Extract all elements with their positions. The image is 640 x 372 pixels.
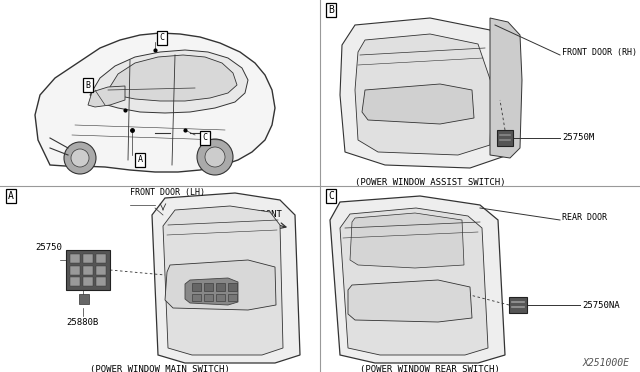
- Bar: [204, 283, 213, 291]
- Polygon shape: [108, 55, 237, 101]
- Bar: [216, 283, 225, 291]
- Bar: [96, 254, 106, 263]
- Text: 25750NA: 25750NA: [582, 301, 620, 310]
- Text: B: B: [86, 80, 90, 90]
- Polygon shape: [35, 33, 275, 172]
- Text: FRONT DOOR (RH): FRONT DOOR (RH): [562, 48, 637, 58]
- Text: REAR DOOR: REAR DOOR: [562, 214, 607, 222]
- Text: X251000E: X251000E: [583, 358, 630, 368]
- Bar: [83, 254, 93, 263]
- Polygon shape: [509, 297, 527, 313]
- Bar: [96, 266, 106, 275]
- Bar: [70, 254, 80, 263]
- Bar: [228, 283, 237, 291]
- Text: C: C: [159, 33, 164, 42]
- Bar: [79, 294, 89, 304]
- Text: A: A: [138, 155, 143, 164]
- Bar: [204, 294, 213, 301]
- Bar: [83, 266, 93, 275]
- Polygon shape: [490, 18, 522, 158]
- Polygon shape: [90, 50, 248, 113]
- Polygon shape: [163, 206, 283, 355]
- Text: 25880B: 25880B: [66, 318, 99, 327]
- Polygon shape: [355, 34, 492, 155]
- Circle shape: [197, 139, 233, 175]
- Text: A: A: [8, 191, 14, 201]
- Bar: [70, 277, 80, 286]
- Bar: [192, 283, 201, 291]
- Text: (POWER WINDOW MAIN SWITCH): (POWER WINDOW MAIN SWITCH): [90, 365, 230, 372]
- Polygon shape: [340, 18, 510, 168]
- Bar: [83, 277, 93, 286]
- Text: 25750: 25750: [35, 244, 62, 253]
- Text: FRONT DOOR (LH): FRONT DOOR (LH): [130, 188, 205, 197]
- Text: B: B: [328, 5, 334, 15]
- Bar: [96, 277, 106, 286]
- Polygon shape: [152, 193, 300, 363]
- Bar: [216, 294, 225, 301]
- Polygon shape: [185, 278, 238, 305]
- Polygon shape: [497, 130, 513, 146]
- Polygon shape: [350, 213, 464, 268]
- Polygon shape: [330, 196, 505, 363]
- Polygon shape: [348, 280, 472, 322]
- Text: (POWER WINDOW REAR SWITCH): (POWER WINDOW REAR SWITCH): [360, 365, 500, 372]
- Text: (POWER WINDOW ASSIST SWITCH): (POWER WINDOW ASSIST SWITCH): [355, 178, 505, 187]
- Bar: [228, 294, 237, 301]
- Circle shape: [71, 149, 89, 167]
- Text: 25750M: 25750M: [562, 134, 595, 142]
- Bar: [192, 294, 201, 301]
- Bar: [70, 266, 80, 275]
- Polygon shape: [165, 260, 276, 310]
- Polygon shape: [88, 86, 125, 107]
- Text: C: C: [202, 134, 207, 142]
- Circle shape: [205, 147, 225, 167]
- Circle shape: [64, 142, 96, 174]
- Polygon shape: [340, 208, 488, 355]
- Text: FRONT: FRONT: [255, 210, 282, 219]
- Polygon shape: [362, 84, 474, 124]
- Polygon shape: [66, 250, 110, 290]
- Text: C: C: [328, 191, 334, 201]
